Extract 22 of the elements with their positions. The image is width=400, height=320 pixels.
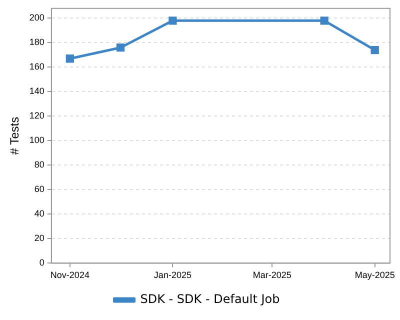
y-tick-label: 100	[29, 135, 44, 146]
x-tick-label: Mar-2025	[252, 270, 292, 280]
x-tick-label: Nov-2024	[50, 270, 90, 280]
y-axis-title: # Tests	[8, 116, 22, 155]
y-tick-label: 140	[29, 86, 44, 96]
y-tick-label: 180	[29, 37, 44, 48]
x-tick-label: Jan-2025	[154, 270, 192, 280]
y-tick-label: 40	[34, 208, 44, 219]
y-tick-label: 60	[34, 184, 44, 194]
point	[168, 16, 177, 25]
legend-label: SDK - SDK - Default Job	[140, 292, 280, 306]
point	[116, 44, 125, 52]
y-tick-label: 120	[29, 110, 44, 121]
point	[66, 54, 74, 63]
y-tick-label: 20	[34, 233, 44, 244]
y-tick-label: 0	[39, 258, 44, 268]
y-tick-label: 80	[34, 160, 44, 170]
point	[320, 16, 328, 25]
x-tick-label: May-2025	[354, 270, 395, 280]
point	[370, 46, 379, 54]
y-tick-label: 200	[29, 12, 44, 23]
y-tick-label: 160	[29, 62, 44, 72]
